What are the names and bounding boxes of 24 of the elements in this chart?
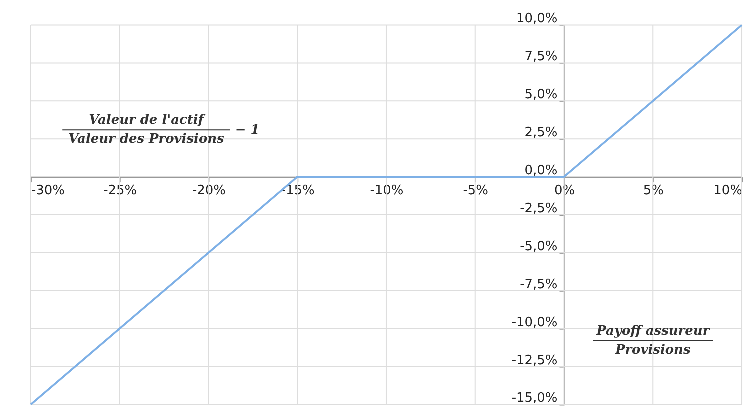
annotation: Payoff assureur <box>596 324 711 339</box>
y-tick-label: -7,5% <box>520 277 558 292</box>
y-tick-label: -5,0% <box>520 239 558 254</box>
y-tick-label: 5,0% <box>524 88 558 103</box>
y-tick-label: 0,0% <box>524 164 558 179</box>
y-tick-label: 10,0% <box>516 12 558 27</box>
x-tick-label: -15% <box>281 184 315 199</box>
x-tick-label: -5% <box>463 184 488 199</box>
y-tick-label: 7,5% <box>524 50 558 65</box>
x-tick-label: 10% <box>714 184 743 199</box>
y-tick-label: -2,5% <box>520 201 558 216</box>
x-tick-label: -25% <box>104 184 138 199</box>
x-tick-label: 5% <box>643 184 664 199</box>
y-tick-label: -10,0% <box>512 315 558 330</box>
annotation: Valeur de l'actif <box>89 113 206 128</box>
x-tick-label: -20% <box>192 184 226 199</box>
x-tick-label: -10% <box>370 184 404 199</box>
annotation: − 1 <box>235 123 260 138</box>
y-tick-label: -12,5% <box>512 353 558 368</box>
annotation: Provisions <box>614 342 692 358</box>
x-tick-label: -30% <box>31 184 65 199</box>
annotation: Valeur des Provisions <box>68 132 226 148</box>
y-tick-label: 2,5% <box>524 126 558 141</box>
y-tick-label: -15,0% <box>512 391 558 406</box>
